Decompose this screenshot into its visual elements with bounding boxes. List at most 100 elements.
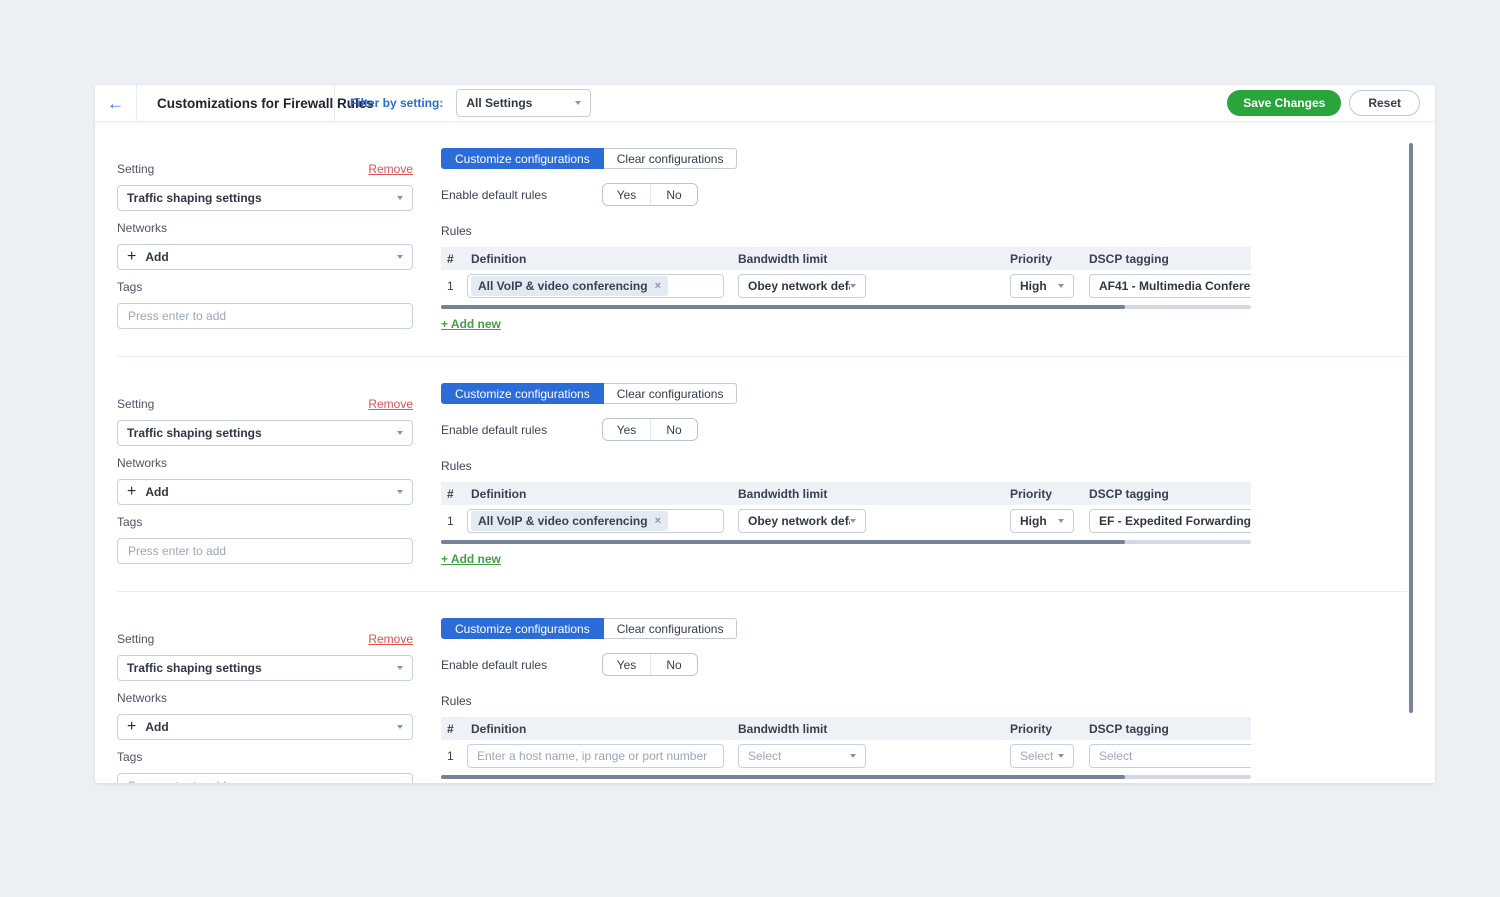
- bandwidth-select[interactable]: Select: [738, 743, 866, 768]
- tab-customize-configurations[interactable]: Customize configurations: [441, 618, 604, 639]
- dscp-input[interactable]: AF41 - Multimedia Conferencing, Low: [1089, 273, 1251, 298]
- bandwidth-value: Select: [748, 748, 782, 763]
- rules-label: Rules: [441, 694, 472, 708]
- panel-header: ← Customizations for Firewall Rules Filt…: [95, 85, 1435, 122]
- networks-add-label: Add: [145, 720, 169, 734]
- filter-group: Filter by setting: All Settings: [350, 89, 592, 117]
- no-button[interactable]: No: [650, 184, 697, 205]
- add-new-link[interactable]: + Add new: [441, 552, 501, 566]
- remove-link[interactable]: Remove: [368, 397, 413, 411]
- chevron-down-icon: [397, 666, 403, 670]
- horizontal-scrollbar-thumb[interactable]: [441, 775, 1125, 779]
- remove-link[interactable]: Remove: [368, 632, 413, 646]
- column-header-priority: Priority: [1010, 721, 1053, 736]
- networks-add-select[interactable]: + Add: [117, 244, 413, 270]
- priority-select[interactable]: High: [1010, 508, 1074, 533]
- section-right-column: Customize configurations Clear configura…: [441, 383, 1251, 566]
- horizontal-scrollbar[interactable]: [441, 305, 1251, 309]
- priority-select[interactable]: Select: [1010, 743, 1074, 768]
- column-header-bandwidth: Bandwidth limit: [738, 486, 828, 501]
- setting-select-value: Traffic shaping settings: [127, 426, 262, 440]
- column-header-dscp: DSCP tagging: [1089, 486, 1169, 501]
- back-arrow-icon[interactable]: ←: [107, 93, 124, 113]
- tab-clear-configurations[interactable]: Clear configurations: [603, 148, 738, 169]
- tags-input[interactable]: [117, 303, 413, 329]
- no-button[interactable]: No: [650, 419, 697, 440]
- tags-label: Tags: [117, 515, 143, 529]
- chevron-down-icon: [1058, 518, 1064, 523]
- horizontal-scrollbar[interactable]: [441, 775, 1251, 779]
- add-new-link[interactable]: + Add new: [441, 317, 501, 331]
- header-actions: Save Changes Reset: [1227, 90, 1435, 116]
- close-icon[interactable]: ×: [654, 279, 662, 292]
- filter-setting-value: All Settings: [466, 96, 533, 110]
- setting-select[interactable]: Traffic shaping settings: [117, 420, 413, 446]
- horizontal-scrollbar[interactable]: [441, 540, 1251, 544]
- dscp-input[interactable]: EF - Expedited Forwarding, Voice: [1089, 508, 1251, 533]
- rules-label: Rules: [441, 459, 472, 473]
- definition-input[interactable]: All VoIP & video conferencing ×: [467, 273, 724, 298]
- title-cell: Customizations for Firewall Rules: [137, 85, 374, 121]
- tab-customize-configurations[interactable]: Customize configurations: [441, 148, 604, 169]
- setting-select-value: Traffic shaping settings: [127, 661, 262, 675]
- table-row: 1 All VoIP & video conferencing × Obey n…: [441, 270, 1251, 301]
- rules-table: # Definition Bandwidth limit Priority DS…: [441, 247, 1251, 309]
- definition-chip: All VoIP & video conferencing ×: [471, 510, 669, 531]
- setting-select[interactable]: Traffic shaping settings: [117, 185, 413, 211]
- enable-default-rules-label: Enable default rules: [441, 657, 548, 672]
- definition-input[interactable]: All VoIP & video conferencing ×: [467, 508, 724, 533]
- rules-label: Rules: [441, 224, 472, 238]
- filter-setting-select[interactable]: All Settings: [456, 89, 592, 117]
- tab-customize-configurations[interactable]: Customize configurations: [441, 383, 604, 404]
- chevron-down-icon: [1058, 753, 1064, 758]
- setting-select[interactable]: Traffic shaping settings: [117, 655, 413, 681]
- table-row: 1 All VoIP & video conferencing × Obey n…: [441, 505, 1251, 536]
- plus-icon: +: [127, 718, 137, 735]
- rules-table-header: # Definition Bandwidth limit Priority DS…: [441, 717, 1251, 740]
- yes-button[interactable]: Yes: [603, 419, 650, 440]
- no-button[interactable]: No: [650, 654, 697, 675]
- yes-button[interactable]: Yes: [603, 184, 650, 205]
- tab-clear-configurations[interactable]: Clear configurations: [603, 618, 738, 639]
- vertical-scrollbar[interactable]: [1409, 143, 1413, 713]
- chevron-down-icon: [575, 101, 582, 105]
- setting-label: Setting: [117, 397, 155, 411]
- tab-clear-configurations[interactable]: Clear configurations: [603, 383, 738, 404]
- networks-add-select[interactable]: + Add: [117, 479, 413, 505]
- column-header-num: #: [447, 486, 454, 501]
- yes-button[interactable]: Yes: [603, 654, 650, 675]
- bandwidth-select[interactable]: Obey network default: [738, 273, 866, 298]
- configuration-tabs: Customize configurations Clear configura…: [441, 148, 1251, 169]
- bandwidth-value: Obey network default: [748, 278, 850, 293]
- save-changes-button[interactable]: Save Changes: [1227, 90, 1342, 116]
- reset-button[interactable]: Reset: [1349, 90, 1420, 116]
- column-header-definition: Definition: [471, 486, 527, 501]
- horizontal-scrollbar-thumb[interactable]: [441, 540, 1125, 544]
- priority-select[interactable]: High: [1010, 273, 1074, 298]
- tags-input[interactable]: [117, 538, 413, 564]
- column-header-definition: Definition: [471, 251, 527, 266]
- close-icon[interactable]: ×: [654, 514, 662, 527]
- definition-input[interactable]: [467, 743, 724, 768]
- horizontal-scrollbar-thumb[interactable]: [441, 305, 1125, 309]
- configuration-tabs: Customize configurations Clear configura…: [441, 618, 1251, 639]
- firewall-customizations-panel: ← Customizations for Firewall Rules Filt…: [95, 85, 1435, 783]
- bandwidth-select[interactable]: Obey network default: [738, 508, 866, 533]
- networks-add-select[interactable]: + Add: [117, 714, 413, 740]
- column-header-priority: Priority: [1010, 486, 1053, 501]
- row-number: 1: [447, 278, 454, 293]
- chevron-down-icon: [850, 283, 856, 288]
- tags-input[interactable]: [117, 773, 413, 783]
- row-number: 1: [447, 513, 454, 528]
- networks-add-label: Add: [145, 250, 169, 264]
- chevron-down-icon: [397, 196, 403, 200]
- section-divider: [117, 591, 1407, 592]
- column-header-num: #: [447, 251, 454, 266]
- chevron-down-icon: [1058, 283, 1064, 288]
- dscp-input[interactable]: [1089, 743, 1251, 768]
- rules-table: # Definition Bandwidth limit Priority DS…: [441, 717, 1251, 779]
- customization-section: Setting Remove Traffic shaping settings …: [95, 122, 1435, 331]
- priority-value: High: [1020, 513, 1047, 528]
- setting-label: Setting: [117, 162, 155, 176]
- remove-link[interactable]: Remove: [368, 162, 413, 176]
